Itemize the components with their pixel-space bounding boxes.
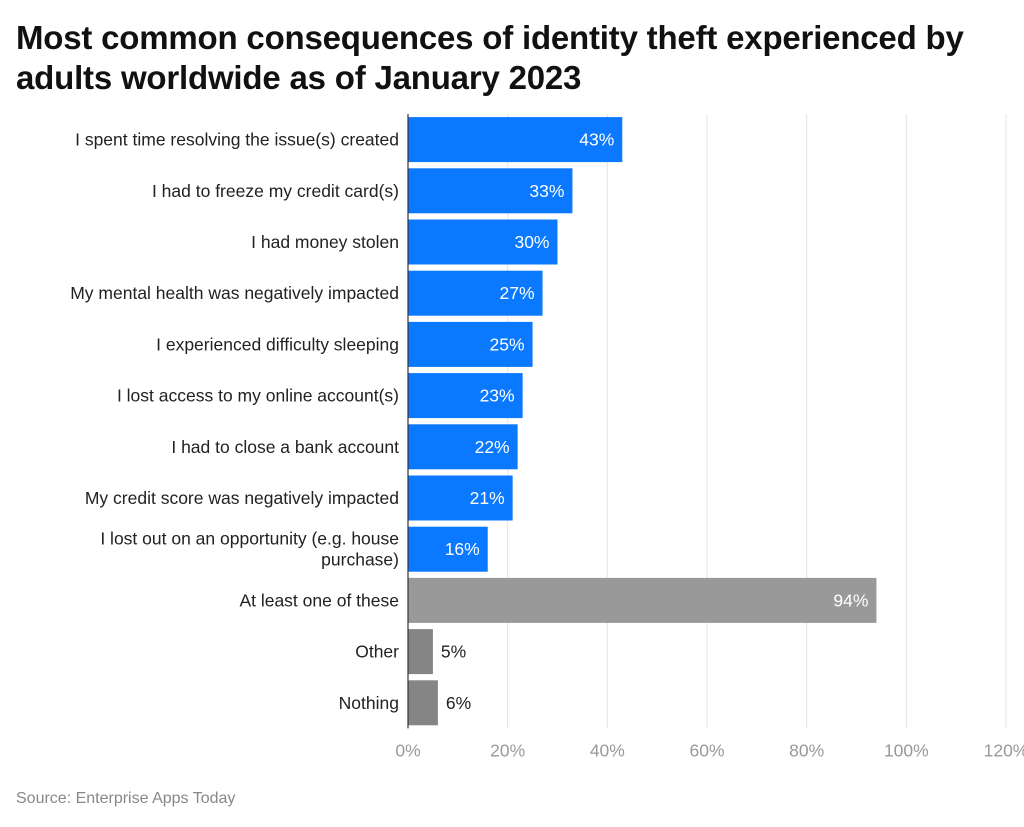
category-label: I lost out on an opportunity (e.g. house…: [100, 529, 399, 570]
x-tick-label: 20%: [490, 740, 525, 760]
x-axis-ticks: 0% 20% 40% 60% 80% 100% 120%: [395, 740, 1024, 760]
bar: [408, 373, 523, 419]
category-label: My credit score was negatively impacted: [85, 488, 399, 508]
category-label: Nothing: [339, 693, 399, 713]
category-label: I lost access to my online account(s): [117, 386, 399, 406]
category-label: I had to freeze my credit card(s): [152, 181, 399, 201]
value-label: 30%: [514, 232, 549, 252]
category-label: I experienced difficulty sleeping: [156, 334, 399, 354]
x-tick-label: 40%: [590, 740, 625, 760]
value-label: 43%: [579, 130, 614, 150]
category-label: I had money stolen: [251, 232, 399, 252]
category-label: My mental health was negatively impacted: [70, 283, 399, 303]
bar: [408, 475, 513, 521]
value-label: 23%: [480, 386, 515, 406]
value-label: 5%: [441, 642, 466, 662]
value-labels: 43% 33% 30% 27% 25% 23% 22% 21% 16% 94% 5% 6%: [441, 130, 869, 713]
grid-lines: [507, 114, 1007, 729]
x-tick-label: 120%: [984, 740, 1024, 760]
category-label: At least one of these: [239, 590, 399, 610]
x-tick-label: 60%: [689, 740, 724, 760]
value-label: 25%: [490, 334, 525, 354]
bar: [408, 219, 558, 265]
value-label: 27%: [500, 283, 535, 303]
value-label: 94%: [833, 590, 868, 610]
x-tick-label: 100%: [884, 740, 929, 760]
category-label: Other: [355, 642, 399, 662]
chart-title: Most common consequences of identity the…: [16, 19, 964, 96]
value-label: 21%: [470, 488, 505, 508]
bar: [408, 168, 573, 214]
value-label: 22%: [475, 437, 510, 457]
bar: [408, 629, 433, 675]
value-label: 6%: [446, 693, 471, 713]
bar: [408, 526, 488, 572]
category-label: I had to close a bank account: [171, 437, 399, 457]
category-labels: I spent time resolving the issue(s) crea…: [70, 130, 399, 713]
bar: [408, 680, 438, 726]
x-tick-label: 0%: [395, 740, 420, 760]
value-label: 33%: [529, 181, 564, 201]
x-tick-label: 80%: [789, 740, 824, 760]
category-label: I spent time resolving the issue(s) crea…: [75, 130, 399, 150]
bar: [408, 424, 518, 470]
value-label: 16%: [445, 539, 480, 559]
bar: [408, 577, 877, 623]
bar: [408, 270, 543, 316]
bar: [408, 321, 533, 367]
bar: [408, 117, 623, 163]
bars: [408, 117, 877, 726]
source-note: Source: Enterprise Apps Today: [16, 790, 236, 807]
